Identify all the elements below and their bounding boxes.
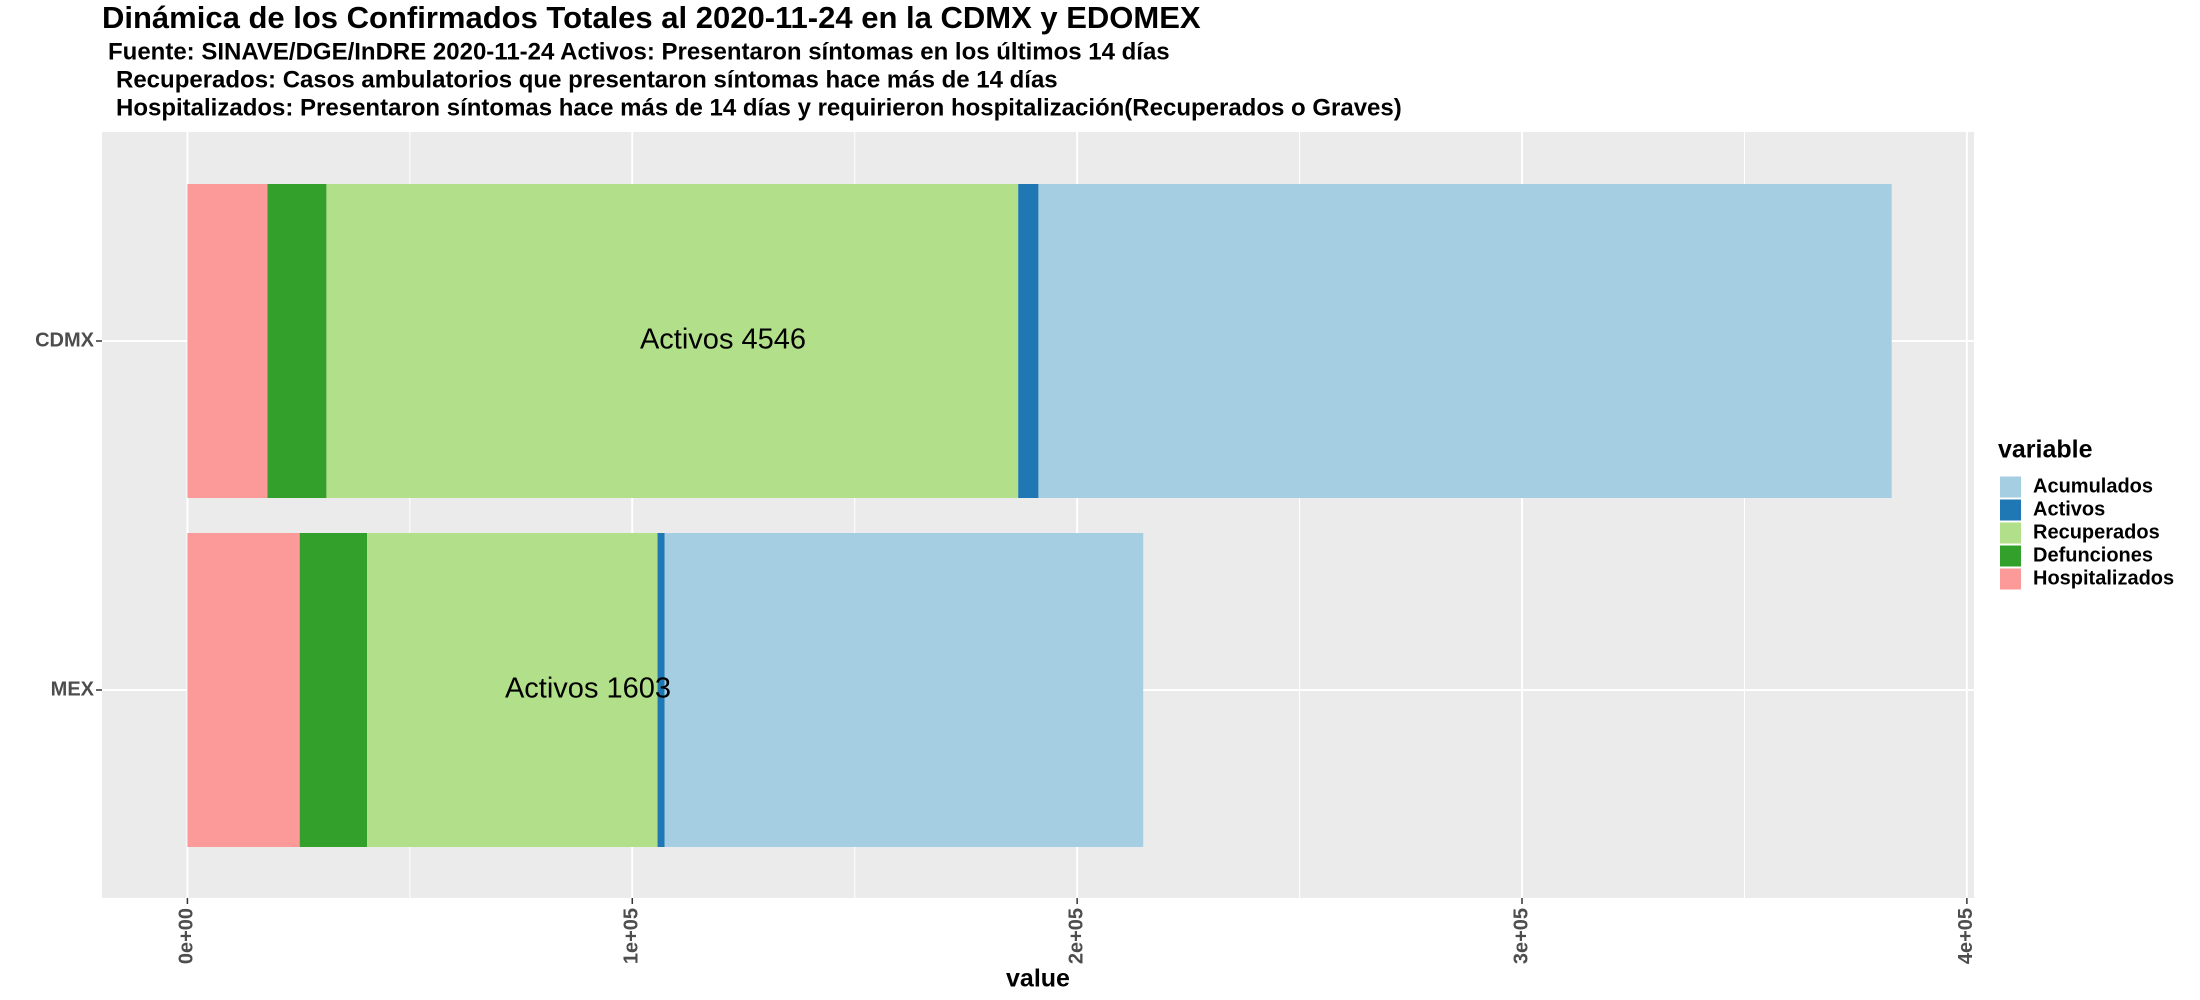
legend-title: variable xyxy=(1998,436,2093,464)
legend-key xyxy=(2000,476,2021,498)
chart-subtitle: Hospitalizados: Presentaron síntomas hac… xyxy=(116,94,1402,121)
annotation: Activos 4546 xyxy=(640,324,806,356)
y-tick-label: MEX xyxy=(51,678,95,700)
bar-segment xyxy=(326,184,1019,498)
chart-title: Dinámica de los Confirmados Totales al 2… xyxy=(102,0,1201,35)
legend-label: Defunciones xyxy=(2033,544,2153,566)
bar-segment xyxy=(187,533,300,847)
bar-segment xyxy=(187,184,268,498)
chart-subtitle: Fuente: SINAVE/DGE/InDRE 2020-11-24 Acti… xyxy=(108,38,1170,65)
bar-segment xyxy=(299,533,368,847)
x-tick-label: 1e+05 xyxy=(621,908,643,964)
x-tick-label: 2e+05 xyxy=(1065,908,1087,964)
bar-segment xyxy=(367,533,658,847)
legend-label: Activos xyxy=(2033,498,2105,520)
bar-segment xyxy=(267,184,327,498)
bar-segment xyxy=(664,533,1144,847)
legend-key xyxy=(2000,499,2021,521)
legend-label: Hospitalizados xyxy=(2033,567,2174,589)
bar-segment xyxy=(1038,184,1892,498)
legend-key xyxy=(2000,568,2021,590)
annotation: Activos 1603 xyxy=(505,673,671,705)
x-tick-label: 4e+05 xyxy=(1955,908,1977,964)
x-axis-title: value xyxy=(1006,965,1070,993)
legend-key xyxy=(2000,545,2021,567)
y-tick-label: CDMX xyxy=(35,329,95,351)
chart-subtitle: Recuperados: Casos ambulatorios que pres… xyxy=(116,66,1058,93)
legend-label: Acumulados xyxy=(2033,475,2153,497)
legend-key xyxy=(2000,522,2021,544)
x-tick-label: 3e+05 xyxy=(1510,908,1532,964)
legend-label: Recuperados xyxy=(2033,521,2160,543)
bar-segment xyxy=(657,533,665,847)
bar-segment xyxy=(1018,184,1039,498)
x-tick-label: 0e+00 xyxy=(176,908,198,964)
